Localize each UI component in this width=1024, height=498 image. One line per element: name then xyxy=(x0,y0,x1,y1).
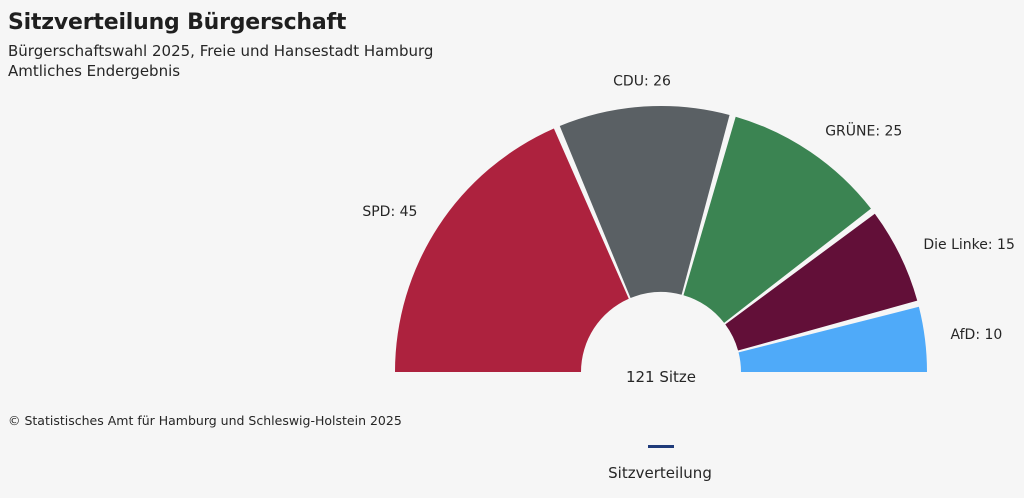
chart-subtitle: Bürgerschaftswahl 2025, Freie und Hanses… xyxy=(8,42,434,60)
label-die-linke: Die Linke: 15 xyxy=(923,237,1015,253)
chart-title: Sitzverteilung Bürgerschaft xyxy=(8,10,347,35)
tab-sitzverteilung[interactable]: Sitzverteilung xyxy=(560,444,760,488)
label-spd: SPD: 45 xyxy=(362,204,417,220)
source-credit: © Statistisches Amt für Hamburg und Schl… xyxy=(8,413,402,428)
segment-afd[interactable] xyxy=(738,306,927,372)
segment-grüne[interactable] xyxy=(683,116,871,323)
chart-labels: SPD: 45 CDU: 26 GRÜNE: 25 Die Linke: 15 AfD:… xyxy=(362,74,1015,344)
chart-segments xyxy=(395,105,927,372)
total-seats-label: 121 Sitze xyxy=(626,368,696,386)
segment-die-linke[interactable] xyxy=(725,213,918,351)
label-afd: AfD: 10 xyxy=(951,327,1003,343)
label-grüne: GRÜNE: 25 xyxy=(825,122,902,140)
chart-subtitle-status: Amtliches Endergebnis xyxy=(8,62,181,80)
tab-label: Sitzverteilung xyxy=(608,464,712,482)
segment-cdu[interactable] xyxy=(559,105,730,299)
segment-spd[interactable] xyxy=(395,128,629,372)
label-cdu: CDU: 26 xyxy=(613,74,671,90)
active-tab-indicator xyxy=(648,445,674,448)
